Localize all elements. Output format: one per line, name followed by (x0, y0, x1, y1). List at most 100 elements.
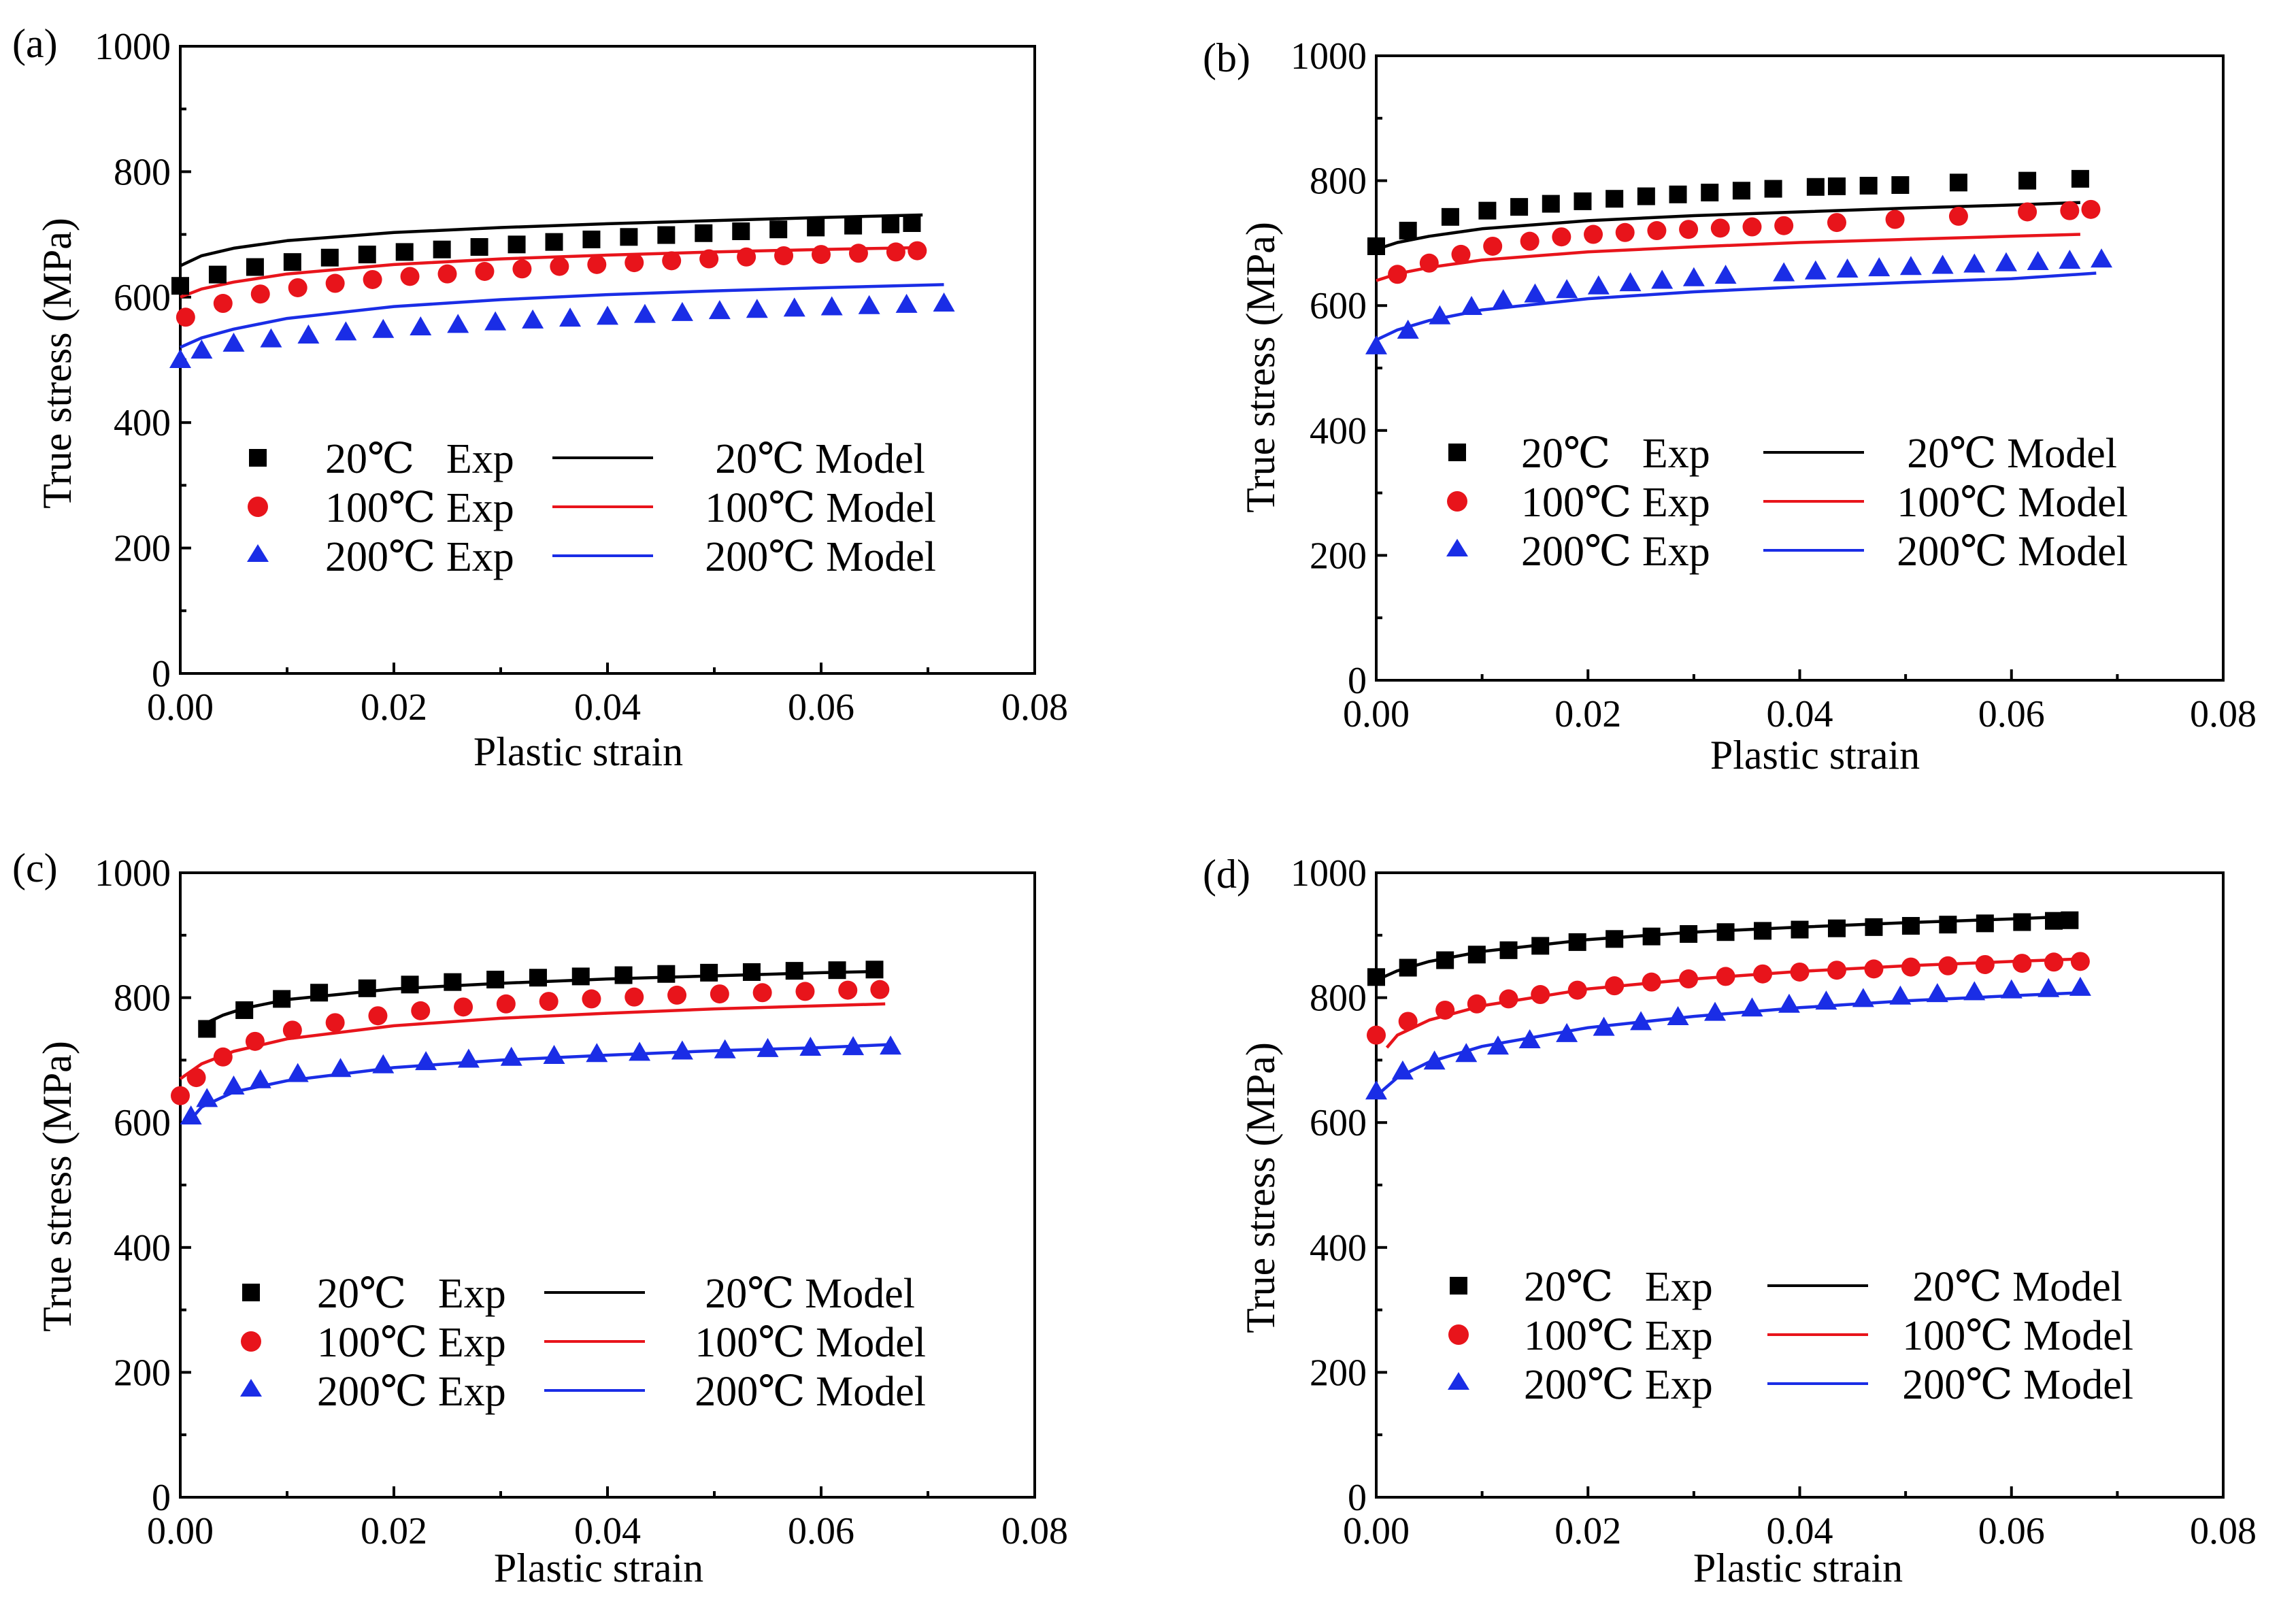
data-point-20-exp (1827, 919, 1846, 937)
x-axis-title-b: Plastic strain (1710, 733, 1920, 778)
x-tick-label: 0.02 (1554, 693, 1621, 735)
data-point-100-exp (1679, 220, 1699, 239)
data-point-100-exp (1710, 218, 1730, 238)
plot-frame-b (1375, 54, 2225, 682)
data-point-20-exp (1732, 182, 1750, 200)
ticks-b: 0.00 0.02 0.04 0.06 0.08 0 200 400 600 800 1000 (1291, 35, 2257, 735)
data-point-100-exp (1499, 989, 1518, 1009)
data-point-200-exp (2069, 976, 2091, 996)
legend-a: 20℃ Exp 100℃ Exp 200℃ Exp 20℃ Model 100℃… (247, 436, 936, 580)
legend-marker-100c-exp (1448, 1324, 1469, 1345)
panel-label-d: (d) (1203, 852, 1250, 897)
data-point-20-exp (508, 235, 526, 254)
series-line-100-model (1376, 233, 2080, 282)
data-point-200-exp (1397, 319, 1419, 339)
data-point-100-exp (539, 992, 559, 1012)
data-point-200-exp (180, 1105, 202, 1125)
legend-label-100c-model: 100℃ Model (1897, 480, 2128, 526)
series-line-20-model (180, 213, 923, 267)
data-point-200-exp (1461, 296, 1483, 316)
x-tick-label: 0.00 (147, 686, 214, 729)
legend-marker-20c-exp (249, 449, 267, 467)
data-point-100-exp (812, 245, 831, 265)
data-point-100-exp (2060, 201, 2080, 220)
data-point-200-exp (1963, 981, 1986, 1001)
data-point-200-exp (1651, 269, 1674, 289)
panel-c: (c) True stress (MPa) Plastic strain 0.0… (12, 846, 1068, 1590)
y-tick-label: 800 (114, 151, 171, 193)
data-point-200-exp (1429, 305, 1451, 324)
data-point-20-exp (1680, 924, 1698, 943)
panel-label-b: (b) (1203, 35, 1250, 80)
data-point-200-exp (522, 309, 544, 329)
data-point-20-exp (1441, 207, 1459, 226)
data-point-20-exp (545, 233, 563, 251)
data-point-200-exp (447, 314, 469, 333)
legend-b: 20℃ Exp 100℃ Exp 200℃ Exp 20℃ Model 100℃… (1446, 431, 2128, 575)
panel-label-a: (a) (12, 21, 58, 66)
y-tick-label: 200 (114, 1352, 171, 1394)
legend-label-200c-exp: 200℃ Exp (325, 534, 514, 580)
data-point-200-exp (597, 305, 618, 325)
data-point-20-exp (1399, 958, 1417, 977)
data-point-20-exp (470, 238, 488, 256)
data-point-200-exp (260, 328, 282, 348)
data-point-20-exp (246, 258, 264, 276)
data-point-100-exp (582, 989, 601, 1009)
data-point-200-exp (1365, 335, 1387, 354)
data-point-200-exp (1524, 283, 1546, 303)
data-point-100-exp (325, 273, 345, 293)
x-tick-label: 0.00 (1343, 693, 1410, 735)
x-tick-label: 0.04 (1767, 693, 1833, 735)
data-point-200-exp (457, 1048, 480, 1068)
data-point-100-exp (1948, 206, 1968, 226)
panel-d: (d) True stress (MPa) Plastic strain 0.0… (1203, 852, 2257, 1590)
data-point-20-exp (395, 243, 414, 261)
data-point-200-exp (2037, 978, 2060, 997)
y-axis-title-d: True stress (MPa) (1238, 1042, 1283, 1333)
panel-label-c: (c) (12, 846, 58, 890)
x-tick-label: 0.04 (574, 1510, 641, 1552)
data-point-100-exp (795, 982, 815, 1001)
data-point-200-exp (820, 296, 843, 316)
legend-marker-20c-exp (242, 1284, 260, 1301)
data-point-100-exp (1584, 224, 1603, 244)
data-point-200-exp (783, 297, 805, 317)
data-point-20-exp (1891, 176, 1910, 195)
data-point-100-exp (1790, 962, 1810, 982)
data-point-200-exp (1455, 1043, 1478, 1063)
data-point-100-exp (245, 1031, 265, 1051)
legend-label-100c-exp: 100℃ Exp (325, 485, 514, 531)
legend-marker-20c-exp (1448, 444, 1466, 461)
data-point-100-exp (1647, 221, 1667, 241)
data-point-20-exp (2061, 911, 2079, 929)
data-point-100-exp (250, 284, 270, 304)
data-point-100-exp (550, 256, 569, 276)
data-point-20-exp (807, 218, 825, 237)
y-axis-title-b: True stress (MPa) (1238, 222, 1283, 513)
data-point-100-exp (1367, 1025, 1386, 1045)
x-tick-label: 0.00 (147, 1510, 214, 1552)
data-point-20-exp (358, 246, 376, 264)
legend-label-20c-exp: 20℃ Exp (1521, 431, 1710, 477)
data-point-20-exp (235, 1001, 254, 1019)
data-point-200-exp (249, 1069, 271, 1088)
data-point-200-exp (1741, 997, 1763, 1017)
data-point-100-exp (1885, 210, 1905, 229)
y-tick-label: 1000 (95, 26, 171, 68)
x-tick-label: 0.06 (788, 1510, 854, 1552)
data-point-20-exp (1367, 968, 1385, 986)
y-tick-label: 600 (1310, 1102, 1367, 1144)
data-point-20-exp (1827, 177, 1846, 195)
data-point-100-exp (870, 980, 890, 999)
data-point-100-exp (1605, 976, 1625, 996)
data-point-100-exp (2044, 952, 2063, 972)
data-point-20-exp (785, 962, 803, 980)
data-point-20-exp (695, 224, 713, 242)
data-point-100-exp (325, 1013, 345, 1033)
legend-label-200c-exp: 200℃ Exp (1521, 529, 1710, 575)
data-point-20-exp (208, 265, 227, 284)
legend-c: 20℃ Exp 100℃ Exp 200℃ Exp 20℃ Model 100℃… (240, 1271, 926, 1415)
series-line-100-model (180, 246, 923, 299)
